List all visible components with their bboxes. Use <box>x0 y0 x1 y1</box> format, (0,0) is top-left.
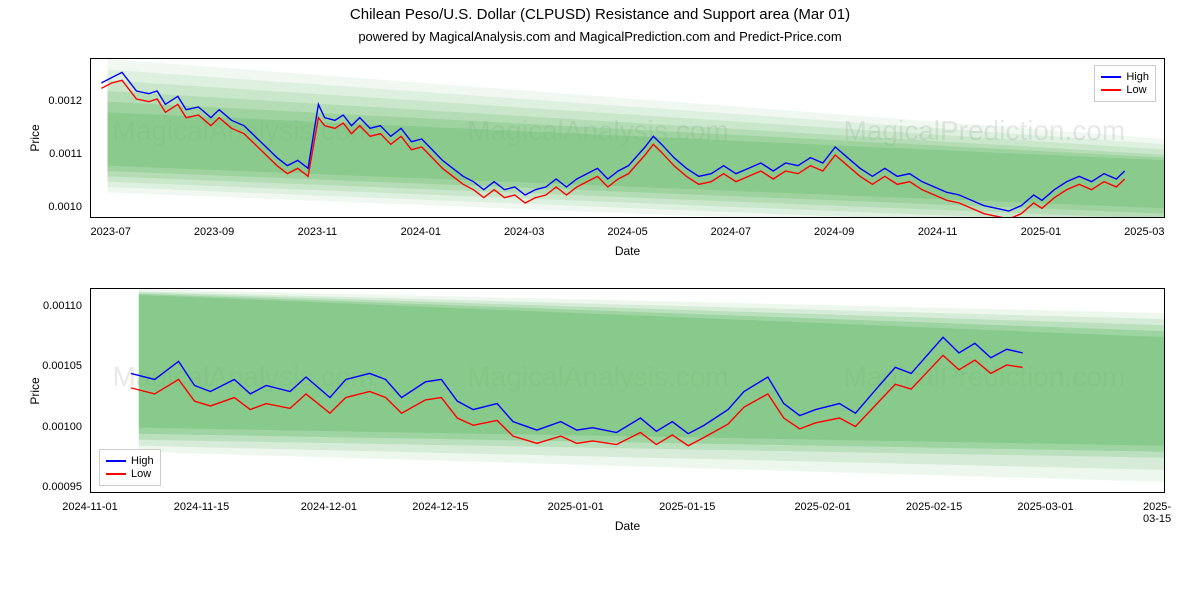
x-tick-label: 2025-03-01 <box>1017 501 1073 513</box>
x-tick-label: 2025-03 <box>1124 226 1164 238</box>
legend-high: High <box>106 455 154 467</box>
chart-svg <box>91 59 1165 218</box>
plot-area: MagicalAnalysis.comMagicalAnalysis.comMa… <box>90 288 1165 493</box>
y-tick-label: 0.00110 <box>32 300 82 312</box>
legend-label: High <box>1126 71 1149 83</box>
x-tick-label: 2025-02-01 <box>794 501 850 513</box>
plot-area: MagicalAnalysis.comMagicalAnalysis.comMa… <box>90 58 1165 218</box>
legend-label: Low <box>131 468 151 480</box>
y-axis-label: Price <box>28 124 42 151</box>
x-tick-label: 2024-05 <box>607 226 647 238</box>
x-axis-label: Date <box>615 244 640 258</box>
x-tick-label: 2025-01 <box>1021 226 1061 238</box>
legend-line-icon <box>106 473 126 475</box>
x-tick-label: 2023-11 <box>298 226 338 238</box>
x-tick-label: 2024-07 <box>711 226 751 238</box>
legend-low: Low <box>1101 84 1149 96</box>
legend-low: Low <box>106 468 154 480</box>
y-tick-label: 0.00105 <box>32 360 82 372</box>
legend: HighLow <box>1094 65 1156 102</box>
x-tick-label: 2023-07 <box>90 226 130 238</box>
legend: HighLow <box>99 449 161 486</box>
x-tick-label: 2025-01-01 <box>548 501 604 513</box>
x-tick-label: 2024-11 <box>918 226 958 238</box>
chart-subtitle: powered by MagicalAnalysis.com and Magic… <box>0 23 1200 48</box>
x-tick-label: 2024-01 <box>401 226 441 238</box>
y-tick-label: 0.00095 <box>32 481 82 493</box>
x-tick-label: 2024-11-01 <box>62 501 117 513</box>
x-tick-label: 2024-09 <box>814 226 854 238</box>
legend-line-icon <box>1101 76 1121 78</box>
y-axis-label: Price <box>28 377 42 404</box>
legend-line-icon <box>1101 89 1121 91</box>
legend-label: High <box>131 455 154 467</box>
x-tick-label: 2025-03-15 <box>1136 501 1179 525</box>
y-tick-label: 0.0012 <box>32 95 82 107</box>
x-tick-label: 2024-12-01 <box>301 501 357 513</box>
top-chart: MagicalAnalysis.comMagicalAnalysis.comMa… <box>0 48 1200 273</box>
bottom-chart: MagicalAnalysis.comMagicalAnalysis.comMa… <box>0 283 1200 553</box>
legend-line-icon <box>106 460 126 462</box>
x-tick-label: 2024-03 <box>504 226 544 238</box>
y-tick-label: 0.00100 <box>32 421 82 433</box>
chart-title: Chilean Peso/U.S. Dollar (CLPUSD) Resist… <box>0 0 1200 23</box>
y-tick-label: 0.0010 <box>32 201 82 213</box>
x-tick-label: 2025-02-15 <box>906 501 962 513</box>
x-axis-label: Date <box>615 519 640 533</box>
x-tick-label: 2024-11-15 <box>174 501 229 513</box>
x-tick-label: 2024-12-15 <box>412 501 468 513</box>
x-tick-label: 2025-01-15 <box>659 501 715 513</box>
legend-label: Low <box>1126 84 1146 96</box>
chart-svg <box>91 289 1165 493</box>
legend-high: High <box>1101 71 1149 83</box>
x-tick-label: 2023-09 <box>194 226 234 238</box>
